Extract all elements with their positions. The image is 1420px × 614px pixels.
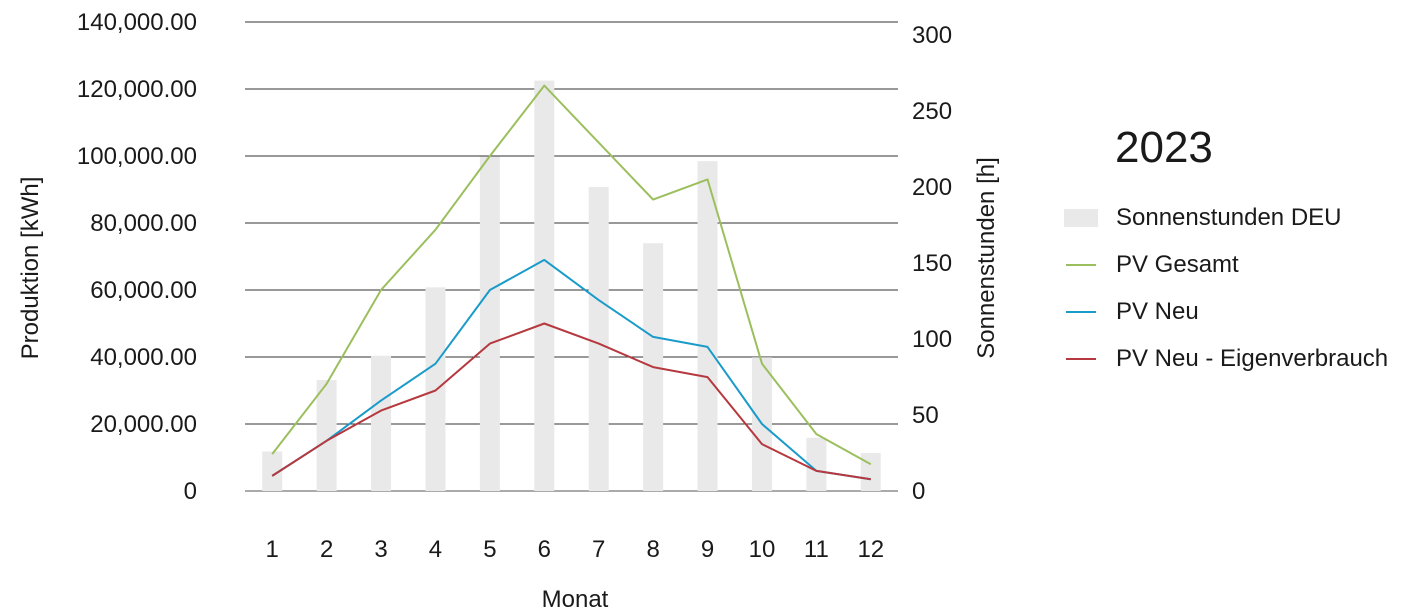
line-pv-neu	[271, 258, 871, 481]
x-tick-label: 11	[804, 536, 829, 563]
left-tick-label: 120,000.00	[77, 76, 197, 103]
bar	[534, 80, 555, 491]
bar	[806, 437, 827, 491]
right-tick-label: 0	[912, 478, 925, 505]
x-tick-label: 9	[701, 536, 714, 563]
legend-swatch-bar	[1064, 208, 1098, 227]
legend-title: 2023	[1115, 123, 1213, 172]
left-tick-label: 140,000.00	[77, 9, 197, 36]
bar	[588, 187, 609, 491]
x-tick-label: 4	[429, 536, 442, 563]
left-tick-label: 100,000.00	[77, 143, 197, 170]
left-axis-ticks: 0 20,000.00 40,000.00 60,000.00 80,000.00 100…	[77, 9, 197, 505]
legend-label: PV Gesamt	[1116, 250, 1239, 278]
bar	[479, 156, 500, 491]
bar	[860, 453, 881, 491]
right-tick-label: 150	[912, 250, 952, 277]
gridlines	[245, 21, 898, 492]
legend-item-sonnenstunden: Sonnenstunden DEU	[1064, 194, 1388, 241]
left-tick-label: 60,000.00	[90, 277, 197, 304]
legend-swatch-line	[1066, 357, 1096, 360]
left-tick-label: 20,000.00	[90, 411, 197, 438]
x-tick-label: 8	[646, 536, 659, 563]
right-tick-label: 50	[912, 402, 939, 429]
legend-item-pv-neu: PV Neu	[1064, 288, 1388, 335]
x-axis-title: Monat	[542, 586, 609, 613]
bar	[371, 355, 392, 491]
bar	[697, 161, 718, 491]
left-axis-title: Produktion [kWh]	[17, 177, 44, 360]
x-tick-label: 6	[538, 536, 551, 563]
right-axis-ticks: 0 50 100 150 200 250 300	[912, 22, 952, 505]
left-tick-label: 80,000.00	[90, 210, 197, 237]
x-axis-ticks: 1 2 3 4 5 6 7 8 9 10 11 12	[266, 536, 885, 563]
line-series-group	[271, 84, 872, 481]
legend-swatch-line	[1066, 263, 1096, 266]
right-tick-label: 300	[912, 22, 952, 49]
legend-label: Sonnenstunden DEU	[1116, 203, 1342, 231]
line-pv-gesamt	[271, 84, 872, 466]
legend-item-pv-neu-eigenverbrauch: PV Neu - Eigenverbrauch	[1064, 335, 1388, 382]
x-tick-label: 1	[266, 536, 279, 563]
x-tick-label: 12	[857, 536, 884, 563]
right-tick-label: 250	[912, 98, 952, 125]
right-tick-label: 200	[912, 174, 952, 201]
legend-label: PV Neu	[1116, 297, 1199, 325]
legend: 2023 Sonnenstunden DEU PV Gesamt PV Neu …	[1064, 118, 1388, 382]
x-tick-label: 5	[483, 536, 496, 563]
legend-swatch-line	[1066, 310, 1096, 313]
legend-item-pv-gesamt: PV Gesamt	[1064, 241, 1388, 288]
x-tick-label: 7	[592, 536, 605, 563]
bar-series-sonnenstunden	[262, 80, 881, 491]
bar	[316, 380, 337, 491]
right-axis-title: Sonnenstunden [h]	[973, 157, 1000, 359]
left-tick-label: 40,000.00	[90, 344, 197, 371]
x-tick-label: 3	[374, 536, 387, 563]
line-pv-neu-eigenverbrauch	[271, 322, 871, 481]
legend-label: PV Neu - Eigenverbrauch	[1116, 344, 1389, 372]
left-tick-label: 0	[184, 478, 197, 505]
bar	[262, 451, 283, 491]
x-tick-label: 10	[749, 536, 776, 563]
right-tick-label: 100	[912, 326, 952, 353]
x-tick-label: 2	[320, 536, 333, 563]
bar	[425, 287, 446, 491]
